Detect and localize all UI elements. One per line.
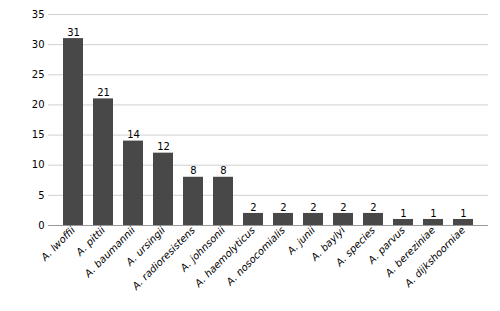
svg-text:A. baumannii: A. baumannii	[82, 224, 138, 280]
svg-text:8: 8	[190, 165, 196, 176]
svg-text:5: 5	[38, 190, 44, 201]
svg-text:A. pittii: A. pittii	[74, 224, 108, 258]
svg-text:2: 2	[280, 202, 286, 213]
svg-text:25: 25	[32, 69, 45, 80]
svg-text:A. nosocomialis: A. nosocomialis	[223, 224, 287, 288]
svg-text:A. bereziniae: A. bereziniae	[382, 224, 437, 279]
svg-text:2: 2	[340, 202, 346, 213]
svg-text:8: 8	[220, 165, 226, 176]
svg-text:A. johnsonii: A. johnsonii	[178, 224, 228, 274]
svg-text:1: 1	[460, 208, 466, 219]
svg-text:0: 0	[38, 220, 44, 231]
svg-text:A. baylyi: A. baylyi	[308, 224, 348, 263]
svg-text:2: 2	[250, 202, 256, 213]
svg-text:A. ursingii: A. ursingii	[124, 224, 168, 268]
svg-text:20: 20	[32, 99, 45, 110]
svg-text:15: 15	[32, 129, 45, 140]
svg-text:2: 2	[310, 202, 316, 213]
svg-text:A. dijkshoorniae: A. dijkshoorniae	[402, 224, 467, 289]
svg-text:10: 10	[32, 159, 45, 170]
svg-text:1: 1	[400, 208, 406, 219]
svg-text:A. species: A. species	[333, 224, 378, 269]
svg-text:12: 12	[157, 141, 170, 152]
svg-text:A. junii: A. junii	[285, 224, 318, 257]
svg-text:30: 30	[32, 39, 45, 50]
svg-text:35: 35	[32, 9, 45, 20]
svg-text:A. haemolyticus: A. haemolyticus	[192, 224, 258, 289]
svg-text:31: 31	[67, 27, 80, 38]
svg-text:A. radioresistens: A. radioresistens	[130, 224, 198, 292]
svg-text:21: 21	[97, 87, 110, 98]
svg-text:1: 1	[430, 208, 436, 219]
svg-text:A. parvus: A. parvus	[365, 224, 408, 266]
svg-text:A. lwoffii: A. lwoffii	[38, 224, 77, 263]
svg-text:2: 2	[370, 202, 376, 213]
svg-text:14: 14	[127, 129, 140, 140]
